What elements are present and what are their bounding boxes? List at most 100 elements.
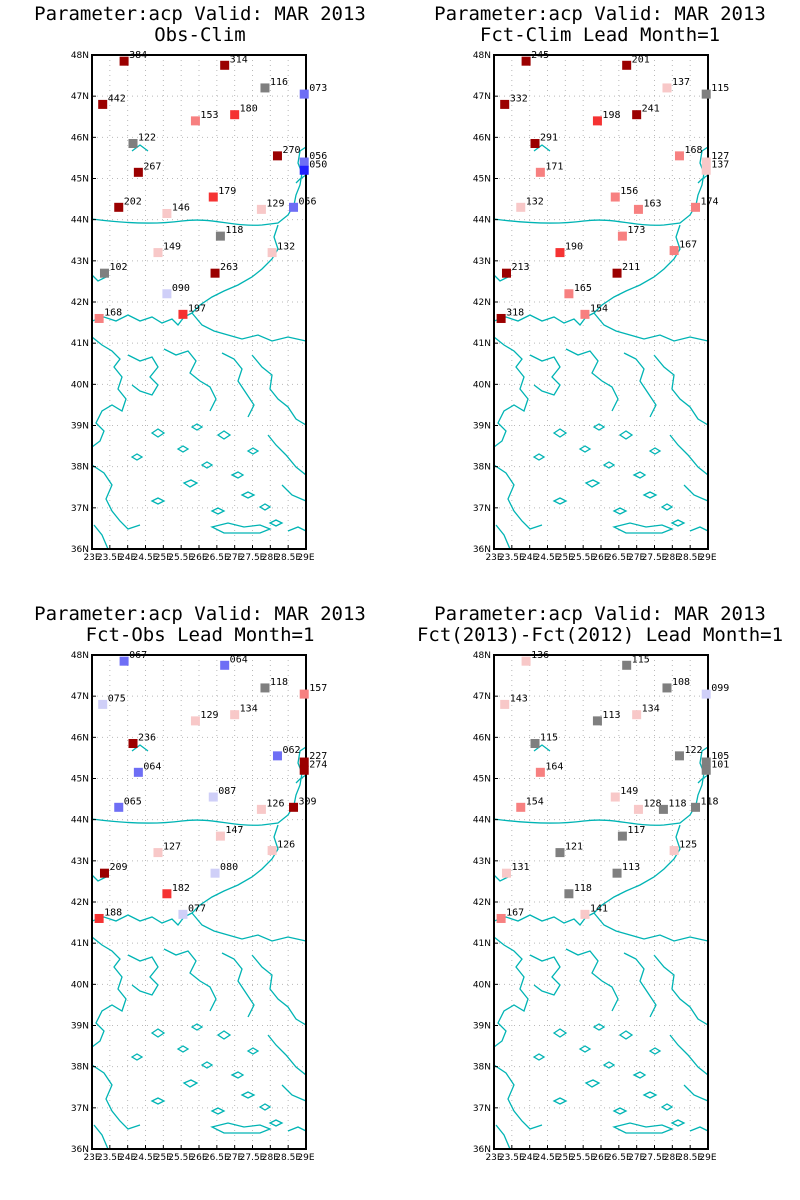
station-value-label: 165 — [574, 283, 592, 294]
station-marker — [272, 751, 282, 761]
coastline — [612, 1122, 674, 1134]
station-value-label: 318 — [506, 307, 524, 318]
coastline — [281, 1084, 307, 1102]
station-marker — [617, 231, 627, 241]
lon-tick-label: 26E — [592, 553, 609, 563]
coastline — [493, 274, 509, 282]
lon-tick-label: 28.5E — [275, 553, 301, 563]
coastline — [91, 336, 127, 448]
coastline — [267, 1034, 307, 1076]
station-marker — [501, 868, 511, 878]
station-marker — [535, 167, 545, 177]
station-marker — [230, 110, 240, 120]
station-marker — [210, 268, 220, 278]
lat-tick-label: 40N — [71, 980, 89, 990]
station-marker — [289, 802, 299, 812]
coastline — [623, 952, 657, 1018]
station-value-label: 127 — [163, 842, 181, 853]
station-marker — [190, 716, 200, 726]
station-marker — [592, 716, 602, 726]
panel-1-title-line1: Parameter:acp Valid: MAR 2013 — [34, 3, 366, 25]
station-value-label: 117 — [627, 825, 645, 836]
lat-tick-label: 47N — [71, 692, 89, 702]
coastline — [191, 312, 307, 342]
lat-tick-label: 44N — [71, 816, 89, 826]
lat-tick-label: 44N — [473, 216, 491, 226]
lat-tick-label: 43N — [71, 857, 89, 867]
station-marker — [260, 683, 270, 693]
station-value-label: 132 — [277, 242, 295, 253]
station-marker — [674, 151, 684, 161]
lon-tick-label: 25.5E — [168, 553, 194, 563]
coastline — [287, 526, 307, 532]
lon-tick-label: 28E — [664, 1153, 681, 1163]
panel-3-title-line2: Fct-Obs Lead Month=1 — [85, 624, 315, 646]
station-marker — [633, 804, 643, 814]
lon-tick-label: 23E — [83, 1153, 100, 1163]
lat-tick-label: 48N — [473, 651, 491, 661]
station-value-label: 180 — [240, 104, 258, 115]
station-marker — [617, 831, 627, 841]
lat-tick-label: 42N — [71, 298, 89, 308]
coastline — [495, 524, 511, 550]
lon-tick-label: 27.5E — [642, 553, 668, 563]
station-marker — [658, 804, 668, 814]
coastline — [653, 354, 709, 426]
station-marker — [119, 56, 129, 66]
lat-tick-label: 48N — [71, 651, 89, 661]
station-marker — [162, 208, 172, 218]
coastline — [131, 144, 149, 152]
panel-2-title-line2: Fct-Clim Lead Month=1 — [479, 24, 721, 46]
station-value-label: 179 — [218, 186, 236, 197]
station-value-label: 147 — [225, 825, 243, 836]
station-marker — [299, 157, 309, 167]
coastline — [210, 522, 272, 534]
lat-tick-label: 39N — [473, 422, 491, 432]
station-value-label: 062 — [282, 745, 300, 756]
coastline — [130, 423, 284, 527]
lon-tick-label: 27E — [226, 1153, 243, 1163]
station-marker — [496, 313, 506, 323]
station-marker — [208, 792, 218, 802]
lon-tick-label: 23E — [485, 553, 502, 563]
coastline — [91, 146, 307, 226]
lat-tick-label: 46N — [71, 133, 89, 143]
lat-tick-label: 43N — [473, 857, 491, 867]
lon-tick-label: 25E — [155, 1153, 172, 1163]
lon-tick-label: 29E — [699, 1153, 716, 1163]
lat-tick-label: 47N — [473, 92, 491, 102]
coastline — [565, 948, 619, 1012]
coastline — [127, 954, 159, 996]
station-marker — [128, 739, 138, 749]
coastline — [493, 312, 595, 326]
station-marker — [521, 56, 531, 66]
station-marker — [662, 683, 672, 693]
station-value-label: 056 — [309, 151, 327, 162]
lon-tick-label: 26E — [190, 1153, 207, 1163]
lat-tick-label: 37N — [473, 1104, 491, 1114]
coastline — [493, 1064, 543, 1130]
coastline — [529, 354, 561, 396]
coastline — [91, 464, 141, 530]
station-value-label: 171 — [545, 161, 563, 172]
coastline — [669, 434, 709, 476]
lon-tick-label: 25E — [557, 1153, 574, 1163]
station-value-label: 118 — [225, 225, 243, 236]
station-value-label: 080 — [220, 862, 238, 873]
lat-tick-label: 38N — [71, 1063, 89, 1073]
panel-2-title-line1: Parameter:acp Valid: MAR 2013 — [434, 3, 766, 25]
station-value-label: 065 — [124, 796, 142, 807]
station-value-label: 442 — [108, 93, 126, 104]
lon-tick-label: 27.5E — [642, 1153, 668, 1163]
station-value-label: 126 — [266, 798, 284, 809]
station-value-label: 182 — [172, 883, 190, 894]
coastline — [267, 434, 307, 476]
coastline — [593, 312, 709, 342]
station-value-label: 384 — [129, 50, 147, 61]
station-value-label: 270 — [282, 145, 300, 156]
lat-tick-label: 43N — [71, 257, 89, 267]
station-value-label: 129 — [266, 198, 284, 209]
station-marker — [501, 268, 511, 278]
station-marker — [622, 60, 632, 70]
lat-tick-label: 45N — [71, 175, 89, 185]
